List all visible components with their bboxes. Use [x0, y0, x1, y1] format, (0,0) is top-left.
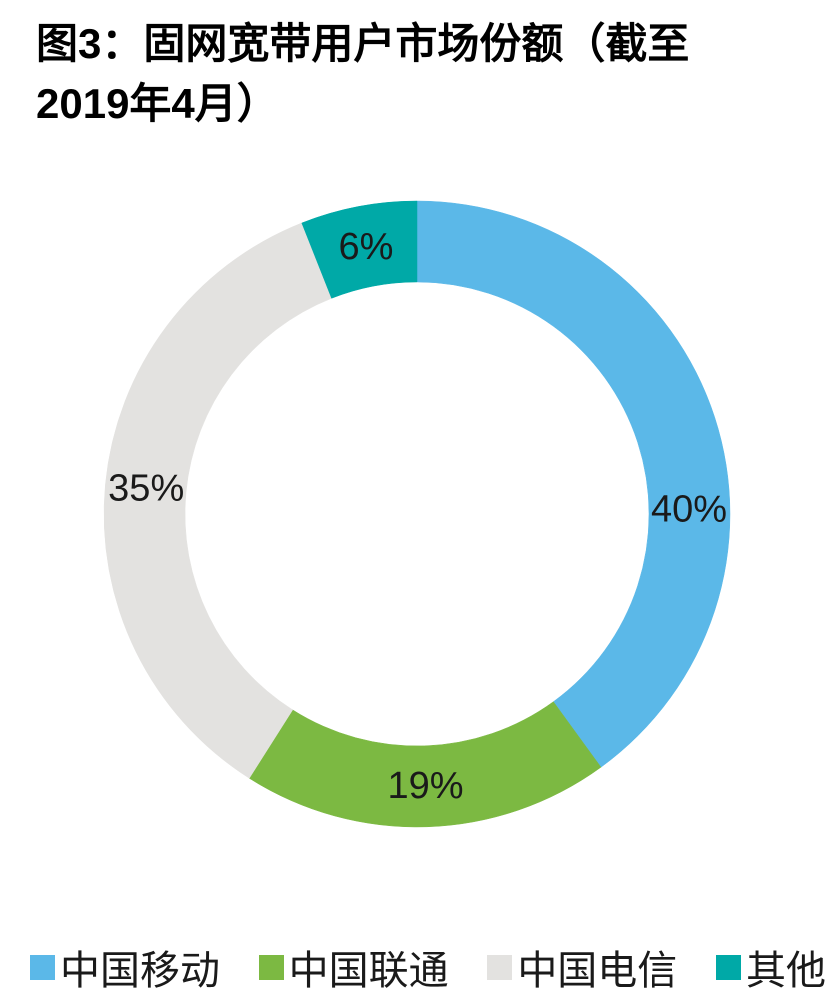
legend-item-3: 其他 [715, 938, 826, 996]
legend-label: 中国移动 [60, 949, 220, 993]
donut-slice-0 [416, 200, 731, 768]
slice-label-1: 19% [387, 765, 463, 807]
legend-swatch-icon [258, 954, 284, 980]
donut-slice-1 [248, 701, 602, 828]
donut-slice-2 [103, 222, 332, 779]
chart-title-line1: 图3：固网宽带用户市场份额（截至 [36, 20, 690, 67]
slice-label-0: 40% [651, 488, 727, 530]
slice-label-2: 35% [108, 467, 184, 509]
legend-swatch-icon [715, 954, 741, 980]
donut-chart: 40% 19% 35% 6% [103, 200, 731, 828]
chart-legend: 中国移动 中国联通 中国电信 其他 [30, 938, 826, 996]
legend-swatch-icon [487, 954, 513, 980]
legend-item-1: 中国联通 [258, 938, 449, 996]
legend-label: 其他 [745, 949, 826, 993]
slice-label-3: 6% [339, 226, 394, 268]
legend-item-2: 中国电信 [487, 938, 677, 996]
legend-swatch-icon [30, 954, 55, 980]
legend-label: 中国电信 [517, 949, 678, 993]
chart-title-line2: 2019年4月） [36, 80, 279, 127]
legend-item-0: 中国移动 [30, 938, 220, 996]
chart-title: 图3：固网宽带用户市场份额（截至 2019年4月） [36, 14, 806, 134]
legend-label: 中国联通 [288, 949, 449, 993]
donut-slice-3 [301, 200, 418, 299]
